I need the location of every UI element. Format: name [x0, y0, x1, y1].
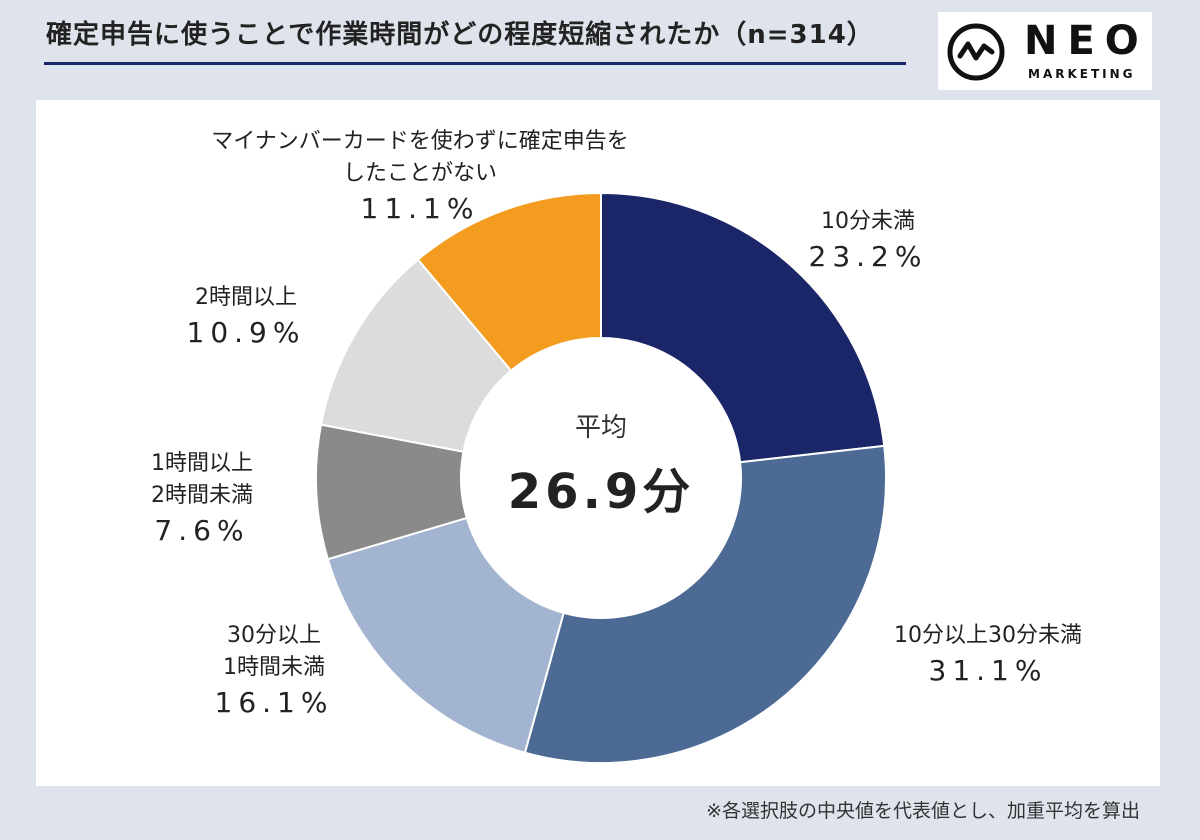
slice-label: 2時間以上	[195, 285, 297, 310]
center-label: 平均	[575, 413, 627, 443]
slice-percent-label: 23.2%	[809, 240, 928, 273]
chart-title: 確定申告に使うことで作業時間がどの程度短縮されたか（n=314）	[46, 20, 874, 50]
logo-subtext: MARKETING	[1028, 67, 1136, 81]
slice-percent-label: 31.1%	[929, 654, 1048, 687]
slice-percent-label: 11.1%	[361, 192, 480, 225]
donut-slice	[416, 191, 602, 373]
donut-chart: 10分未満 23.2% 10分以上30分未満 31.1% 30分以上 1時間未満 16.1%…	[151, 129, 1082, 764]
chart-panel: 10分未満 23.2% 10分以上30分未満 31.1% 30分以上 1時間未満 16.1%…	[36, 100, 1160, 786]
donut-slice	[523, 444, 887, 764]
slice-label: 1時間未満	[223, 655, 325, 680]
slice-label: 30分以上	[227, 623, 321, 648]
donut-slice	[326, 516, 565, 754]
slice-label: マイナンバーカードを使わずに確定申告を	[211, 129, 629, 154]
title-underline	[44, 62, 906, 65]
slice-label: 10分未満	[821, 209, 915, 234]
donut-slice	[600, 191, 886, 464]
slice-percent-label: 7.6%	[154, 514, 249, 547]
slice-percent-label: 10.9%	[187, 316, 306, 349]
slice-label: 2時間未満	[151, 483, 253, 508]
wave-logo-icon	[947, 23, 1005, 81]
brand-logo: NEO MARKETING	[938, 12, 1152, 90]
slice-label: 10分以上30分未満	[894, 623, 1082, 648]
logo-wordmark: NEO	[1024, 18, 1149, 64]
footnote: ※各選択肢の中央値を代表値とし、加重平均を算出	[706, 800, 1140, 822]
center-value: 26.9分	[508, 464, 694, 520]
slice-label: 1時間以上	[151, 451, 253, 476]
slice-label: したことがない	[343, 161, 497, 186]
slice-percent-label: 16.1%	[215, 686, 334, 719]
